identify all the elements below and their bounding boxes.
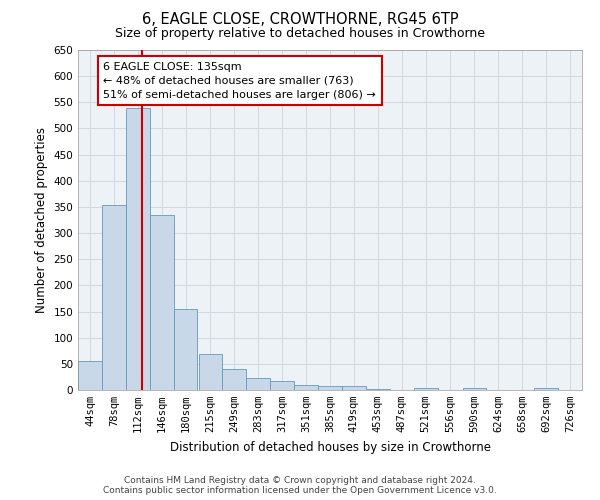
Text: 6, EAGLE CLOSE, CROWTHORNE, RG45 6TP: 6, EAGLE CLOSE, CROWTHORNE, RG45 6TP [142,12,458,28]
Bar [126,108,149,390]
Bar [535,388,558,390]
Bar [102,206,125,390]
Bar [150,215,173,390]
Bar [174,309,197,390]
Bar [463,388,486,390]
Bar [318,386,342,390]
Bar [199,354,222,390]
Bar [294,385,318,390]
X-axis label: Distribution of detached houses by size in Crowthorne: Distribution of detached houses by size … [170,440,491,454]
Text: Contains HM Land Registry data © Crown copyright and database right 2024.
Contai: Contains HM Land Registry data © Crown c… [103,476,497,495]
Bar [414,388,437,390]
Bar [342,386,366,390]
Bar [271,380,294,390]
Bar [366,389,389,390]
Bar [223,369,246,390]
Text: Size of property relative to detached houses in Crowthorne: Size of property relative to detached ho… [115,28,485,40]
Text: 6 EAGLE CLOSE: 135sqm
← 48% of detached houses are smaller (763)
51% of semi-det: 6 EAGLE CLOSE: 135sqm ← 48% of detached … [103,62,376,100]
Bar [78,361,102,390]
Bar [247,378,270,390]
Y-axis label: Number of detached properties: Number of detached properties [35,127,48,313]
